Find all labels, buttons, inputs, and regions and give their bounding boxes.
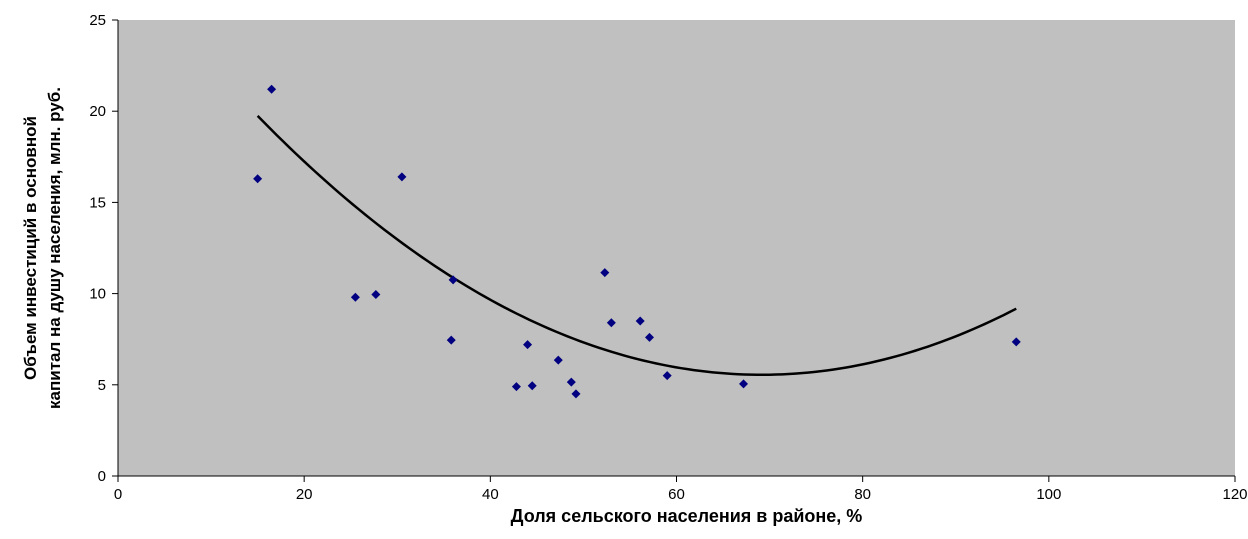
y-tick-label: 5 [98,377,106,394]
data-point [511,382,521,392]
data-point [446,335,456,345]
data-point [739,379,749,389]
x-axis-title: Доля сельского населения в районе, % [511,506,863,526]
data-point [571,389,581,399]
data-point [662,371,672,381]
y-tick-label: 20 [89,103,106,120]
data-point [397,172,407,182]
x-tick-labels: 0 20 40 60 80 100 120 [114,486,1248,503]
data-points [253,84,1021,399]
data-point [635,316,645,326]
data-point [267,84,277,94]
data-point [527,381,537,391]
x-tick-label: 120 [1222,486,1247,503]
tick-marks [112,19,1236,482]
trendline [256,114,1017,377]
x-tick-label: 100 [1036,486,1061,503]
data-point [523,340,533,350]
y-tick-labels: 0 5 10 15 20 25 [89,12,106,485]
data-point [371,290,381,300]
y-tick-label: 10 [89,286,106,303]
x-tick-label: 40 [482,486,499,503]
y-tick-label: 0 [98,468,106,485]
y-axis-title: Объем инвестиций в основной капитал на д… [21,87,64,409]
data-point [553,355,563,365]
plot-area [118,20,1235,476]
y-tick-label: 25 [89,12,106,29]
data-point [566,377,576,387]
x-tick-label: 60 [668,486,685,503]
x-tick-label: 80 [854,486,871,503]
data-point [448,275,458,285]
data-point [600,268,610,278]
data-point [645,332,655,342]
x-tick-label: 20 [296,486,313,503]
y-tick-label: 15 [89,194,106,211]
data-point [1011,337,1021,347]
data-point [253,174,263,184]
y-axis-title-line-1: Объем инвестиций в основной [21,116,40,380]
x-tick-label: 0 [114,486,122,503]
data-point [606,318,616,328]
data-point [350,292,360,302]
y-axis-title-line-2: капитал на душу населения, млн. руб. [45,87,64,409]
